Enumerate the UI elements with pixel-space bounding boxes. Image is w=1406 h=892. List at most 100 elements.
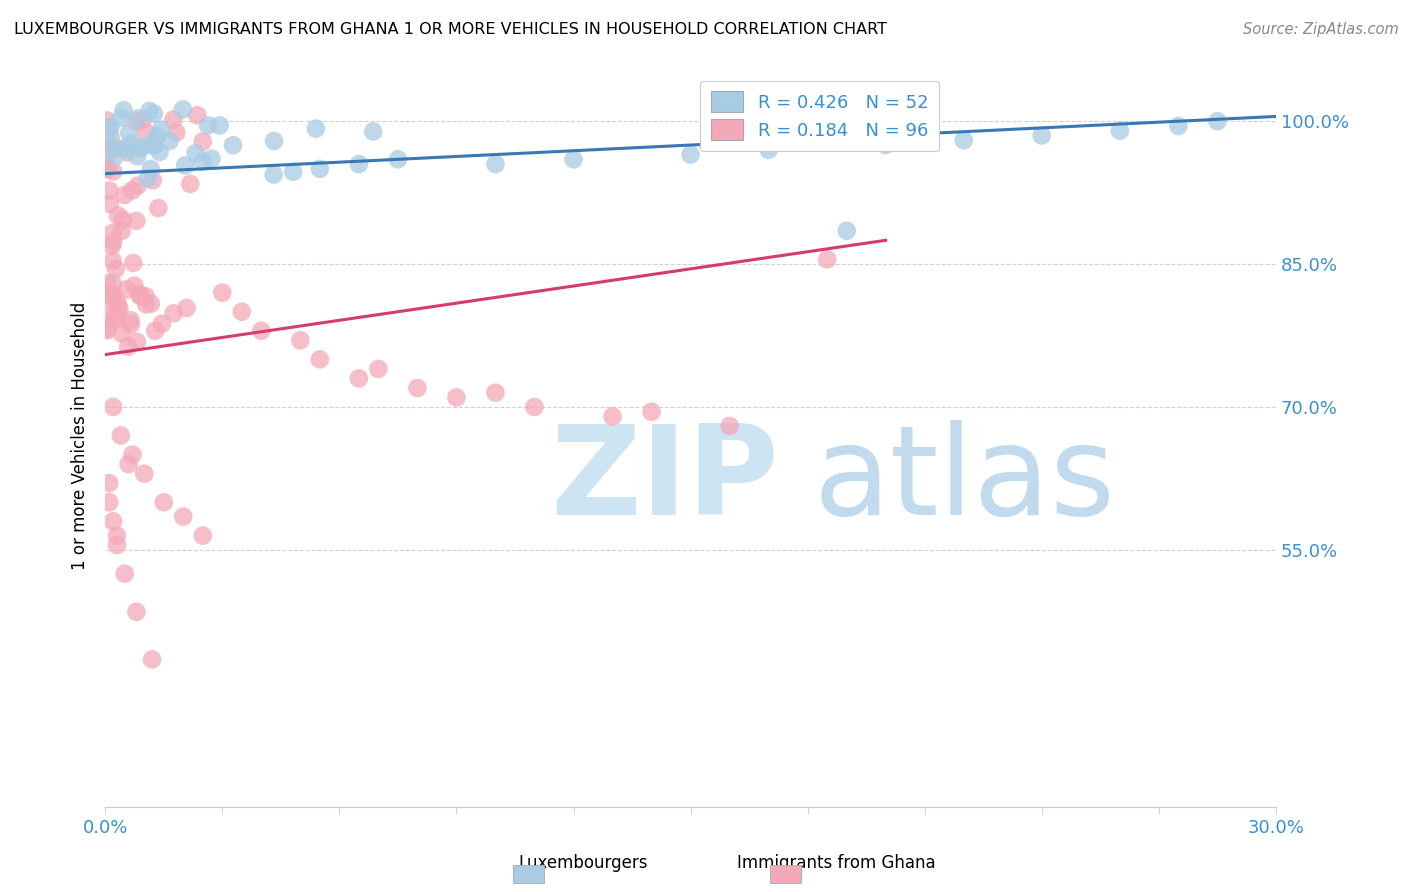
Point <box>98 476 121 491</box>
Point <box>127 178 149 193</box>
Point <box>117 145 139 160</box>
Point <box>127 149 149 163</box>
Point <box>121 136 143 151</box>
Point <box>128 287 150 301</box>
Point <box>105 312 128 326</box>
Point <box>142 173 165 187</box>
Point <box>141 652 163 666</box>
Point <box>98 120 121 135</box>
Point <box>104 310 127 325</box>
Point <box>136 171 159 186</box>
Point <box>96 142 118 156</box>
Point <box>148 145 170 159</box>
Point <box>602 409 624 424</box>
Point <box>1206 114 1229 128</box>
Point <box>117 340 139 354</box>
Point <box>98 184 121 198</box>
Point <box>263 134 285 148</box>
Point <box>105 538 128 552</box>
Text: atlas: atlas <box>814 419 1115 541</box>
Point <box>406 381 429 395</box>
Point <box>484 157 506 171</box>
Point <box>107 209 129 223</box>
Point <box>121 183 143 197</box>
Point <box>1108 124 1130 138</box>
Point <box>101 253 124 268</box>
Point <box>120 313 142 327</box>
Text: LUXEMBOURGER VS IMMIGRANTS FROM GHANA 1 OR MORE VEHICLES IN HOUSEHOLD CORRELATIO: LUXEMBOURGER VS IMMIGRANTS FROM GHANA 1 … <box>14 22 887 37</box>
Point <box>127 112 149 126</box>
Point <box>250 324 273 338</box>
Point <box>114 188 136 202</box>
Point <box>208 119 231 133</box>
Point <box>191 154 214 169</box>
Y-axis label: 1 or more Vehicles in Household: 1 or more Vehicles in Household <box>72 301 89 570</box>
Point <box>117 457 139 471</box>
Point <box>263 168 285 182</box>
Point <box>142 106 165 120</box>
Point <box>176 301 198 315</box>
Point <box>172 103 194 117</box>
Point <box>152 495 174 509</box>
Point <box>100 120 122 134</box>
Point <box>718 419 741 434</box>
Point <box>875 138 897 153</box>
Point <box>150 122 173 136</box>
Point <box>121 448 143 462</box>
Point <box>125 214 148 228</box>
Point <box>129 289 152 303</box>
Point <box>308 352 330 367</box>
Point <box>1031 128 1053 143</box>
Point <box>290 334 312 348</box>
Point <box>562 153 585 167</box>
Point <box>111 326 134 341</box>
Point <box>139 161 162 176</box>
Point <box>191 135 214 149</box>
Point <box>143 324 166 338</box>
Point <box>101 277 124 291</box>
Point <box>96 286 118 301</box>
Point <box>308 161 330 176</box>
Point <box>523 400 546 414</box>
Text: Luxembourgers: Luxembourgers <box>519 855 648 872</box>
Point <box>96 323 118 337</box>
Point <box>1167 119 1189 133</box>
Point <box>197 119 219 133</box>
Point <box>211 285 233 300</box>
Point <box>115 282 138 296</box>
Point <box>104 261 127 276</box>
Point <box>124 278 146 293</box>
Point <box>96 135 118 149</box>
Point <box>98 143 121 157</box>
Point <box>135 289 157 303</box>
Point <box>191 528 214 542</box>
Point <box>96 277 118 291</box>
Point <box>98 197 121 211</box>
Point <box>305 121 328 136</box>
Point <box>104 149 127 163</box>
Point <box>222 138 245 153</box>
Point <box>96 309 118 323</box>
Point <box>122 256 145 270</box>
Point <box>174 159 197 173</box>
Point <box>231 304 253 318</box>
Point <box>108 301 131 316</box>
Point <box>679 147 702 161</box>
Point <box>135 139 157 153</box>
Legend: R = 0.426   N = 52, R = 0.184   N = 96: R = 0.426 N = 52, R = 0.184 N = 96 <box>700 80 939 151</box>
Point <box>101 226 124 240</box>
Point <box>138 103 160 118</box>
Point <box>135 297 157 311</box>
Point <box>815 252 838 267</box>
Point <box>283 165 305 179</box>
Point <box>107 300 129 314</box>
Point <box>640 405 662 419</box>
Point <box>758 143 780 157</box>
Point <box>103 289 125 303</box>
Point <box>98 141 121 155</box>
Point <box>139 296 162 310</box>
Point <box>125 334 148 349</box>
Point <box>179 177 201 191</box>
Point <box>835 224 858 238</box>
Point <box>105 528 128 542</box>
